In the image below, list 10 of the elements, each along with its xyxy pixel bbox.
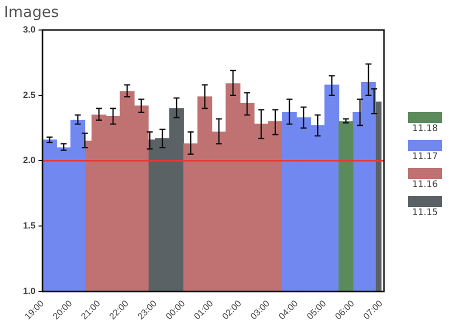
chart-title: Images: [4, 3, 59, 21]
legend-label: 11.16: [411, 180, 439, 190]
y-tick-label: 1.0: [22, 286, 36, 296]
legend-label: 11.18: [411, 124, 439, 134]
legend-label: 11.15: [411, 208, 439, 218]
legend-label: 11.17: [411, 152, 439, 162]
y-tick-label: 3.0: [22, 24, 36, 34]
y-tick-label: 1.5: [22, 220, 36, 231]
y-tick-label: 2.0: [22, 155, 36, 166]
y-tick-label: 2.5: [22, 90, 36, 100]
